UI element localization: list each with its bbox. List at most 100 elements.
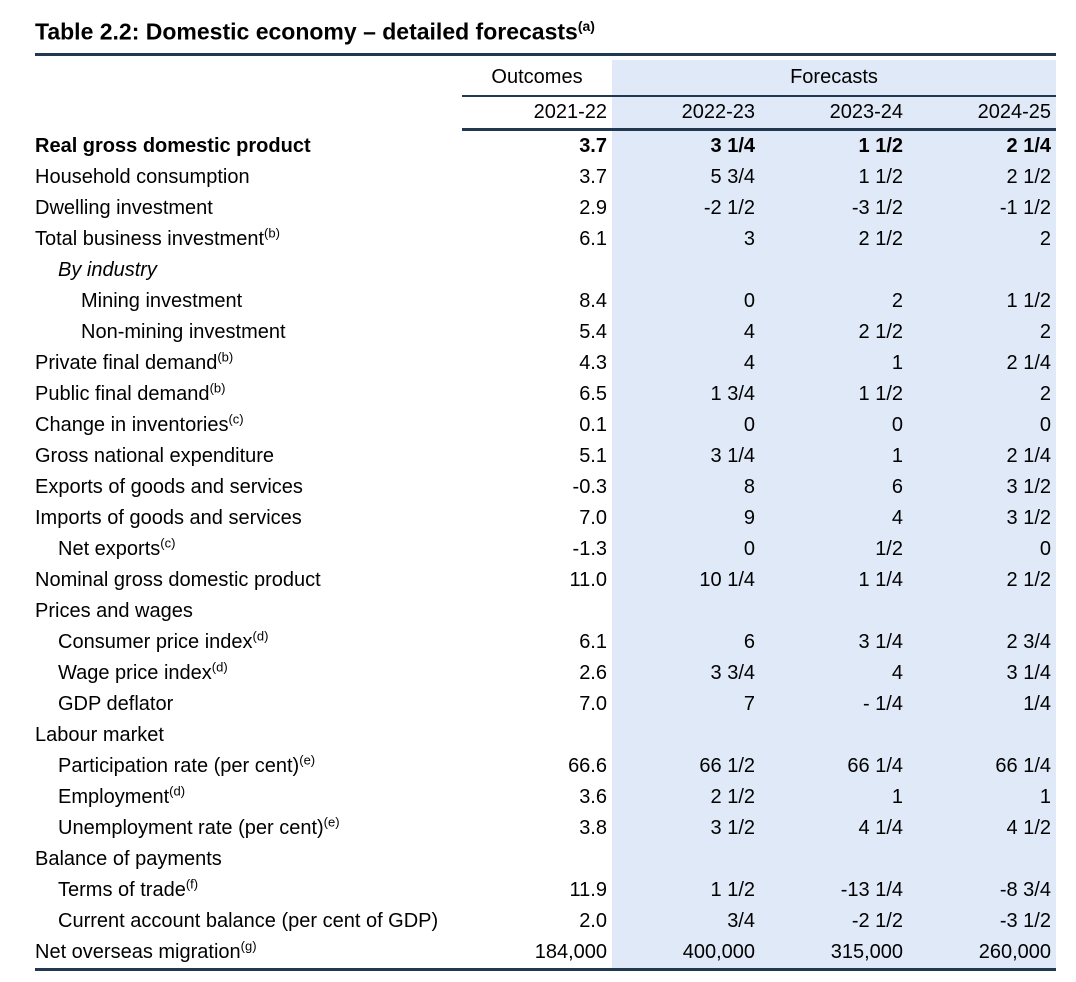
value-cell-forecast-1: 10 1/4 [612, 564, 760, 596]
value-cell-forecast-1 [612, 595, 760, 627]
footnote-marker: (g) [240, 938, 257, 953]
footnote-marker: (d) [252, 628, 269, 643]
value-cell-outcome: 3.8 [579, 816, 607, 839]
value-cell-forecast-1: 0 [612, 533, 760, 565]
value-cell-forecast-2: -2 1/2 [760, 905, 908, 937]
value-cell-forecast-2: 2 1/2 [760, 223, 908, 255]
value-cell-outcome [462, 596, 612, 627]
value-cell-forecast-1: 0 [612, 285, 760, 317]
value-cell-forecast-3: 4 1/2 [908, 812, 1056, 844]
value-cell-forecast-3: 3 1/4 [908, 657, 1056, 689]
row-label: Real gross domestic product [35, 134, 311, 157]
value-cell-forecast-1: 8 [612, 471, 760, 503]
table-row: Prices and wages [35, 595, 1056, 627]
value-cell-outcome: 7.0 [579, 692, 607, 715]
value-cell-forecast-2: 315,000 [760, 936, 908, 968]
value-cell-forecast-1: 7 [612, 688, 760, 720]
value-cell-forecast-1: 400,000 [612, 936, 760, 968]
value-cell-forecast-3: 2 3/4 [908, 626, 1056, 658]
value-cell-forecast-3: 1 1/2 [908, 285, 1056, 317]
table-row: By industry [35, 254, 1056, 286]
value-cell-outcome: 11.0 [569, 568, 607, 591]
value-cell-forecast-3: -3 1/2 [908, 905, 1056, 937]
value-cell-forecast-2 [760, 843, 908, 875]
table-years-row: 2021-22 2022-23 2023-24 2024-25 [35, 96, 1056, 131]
value-cell-forecast-3: 0 [908, 409, 1056, 441]
table-row: Net overseas migration(g) 184,000 400,00… [35, 936, 1056, 968]
value-cell-forecast-3 [908, 595, 1056, 627]
value-cell-forecast-2: 1/2 [760, 533, 908, 565]
value-cell-forecast-1 [612, 719, 760, 751]
value-cell-outcome [462, 844, 612, 875]
value-cell-outcome: 5.4 [579, 320, 607, 343]
value-cell-forecast-3: 2 1/4 [908, 440, 1056, 472]
value-cell-forecast-2: 2 [760, 285, 908, 317]
value-cell-outcome: 7.0 [579, 506, 607, 529]
value-cell-forecast-3: -8 3/4 [908, 874, 1056, 906]
value-cell-forecast-1: 3 [612, 223, 760, 255]
value-cell-outcome: 66.6 [568, 754, 607, 777]
value-cell-outcome: 3.7 [579, 134, 607, 157]
table-row: Non-mining investment 5.4 4 2 1/2 2 [35, 316, 1056, 348]
value-cell-outcome: 6.5 [579, 382, 607, 405]
value-cell-forecast-2: 1 [760, 347, 908, 379]
value-cell-outcome: 3.7 [579, 165, 607, 188]
row-label: Consumer price index(d) [58, 628, 269, 653]
value-cell-forecast-2: 4 1/4 [760, 812, 908, 844]
row-label: Balance of payments [35, 847, 222, 870]
years-row-spacer [35, 97, 462, 131]
value-cell-forecast-2: 3 1/4 [760, 626, 908, 658]
value-cell-forecast-3 [908, 254, 1056, 286]
value-cell-outcome: 8.4 [579, 289, 607, 312]
row-label: Mining investment [81, 289, 243, 312]
table-row: Terms of trade(f) 11.9 1 1/2 -13 1/4 -8 … [35, 874, 1056, 906]
footnote-marker: (f) [185, 876, 199, 891]
row-label: Wage price index(d) [58, 659, 228, 684]
value-cell-outcome: 184,000 [534, 940, 607, 963]
value-cell-forecast-2: 1 1/2 [760, 378, 908, 410]
table-title-text: Table 2.2: Domestic economy – detailed f… [35, 18, 578, 45]
row-label: Public final demand(b) [35, 380, 226, 405]
value-cell-forecast-1: 3 1/4 [612, 130, 760, 162]
value-cell-forecast-3: 3 1/2 [908, 471, 1056, 503]
value-cell-forecast-1: 3/4 [612, 905, 760, 937]
value-cell-outcome: 2.0 [579, 909, 607, 932]
value-cell-forecast-1 [612, 843, 760, 875]
table-row: Household consumption 3.7 5 3/4 1 1/2 2 … [35, 161, 1056, 193]
footnote-marker: (c) [160, 535, 176, 550]
row-label: Terms of trade(f) [58, 876, 199, 901]
footnote-marker: (d) [211, 659, 228, 674]
table-row: Labour market [35, 719, 1056, 751]
header-corner-spacer [35, 60, 462, 97]
row-label: Total business investment(b) [35, 225, 280, 250]
value-cell-forecast-1: 3 3/4 [612, 657, 760, 689]
value-cell-forecast-3: 2 [908, 378, 1056, 410]
value-cell-forecast-2: 4 [760, 657, 908, 689]
value-cell-forecast-1: -2 1/2 [612, 192, 760, 224]
table-row: Private final demand(b) 4.3 4 1 2 1/4 [35, 347, 1056, 379]
table-row: Real gross domestic product 3.7 3 1/4 1 … [35, 130, 1056, 162]
value-cell-outcome: 4.3 [579, 351, 607, 374]
value-cell-outcome: -0.3 [572, 475, 607, 498]
table-row: Imports of goods and services 7.0 9 4 3 … [35, 502, 1056, 534]
table-body: Real gross domestic product 3.7 3 1/4 1 … [35, 130, 1056, 968]
value-cell-outcome: 6.1 [579, 630, 607, 653]
table-row: Mining investment 8.4 0 2 1 1/2 [35, 285, 1056, 317]
value-cell-forecast-1 [612, 254, 760, 286]
table-title-footnote-marker: (a) [577, 18, 595, 34]
value-cell-forecast-3: 1 [908, 781, 1056, 813]
value-cell-forecast-1: 66 1/2 [612, 750, 760, 782]
year-column-header: 2021-22 [462, 97, 612, 131]
value-cell-outcome: 2.9 [579, 196, 607, 219]
value-cell-forecast-2 [760, 719, 908, 751]
row-label: Private final demand(b) [35, 349, 234, 374]
forecasts-column-header: Forecasts [612, 59, 1056, 97]
table-title: Table 2.2: Domestic economy – detailed f… [35, 13, 1056, 46]
value-cell-forecast-2 [760, 595, 908, 627]
value-cell-forecast-2: 1 1/2 [760, 161, 908, 193]
value-cell-forecast-3: 2 1/2 [908, 161, 1056, 193]
value-cell-outcome: 11.9 [569, 878, 607, 901]
value-cell-forecast-1: 1 1/2 [612, 874, 760, 906]
footnote-marker: (b) [264, 225, 280, 240]
value-cell-forecast-1: 0 [612, 409, 760, 441]
